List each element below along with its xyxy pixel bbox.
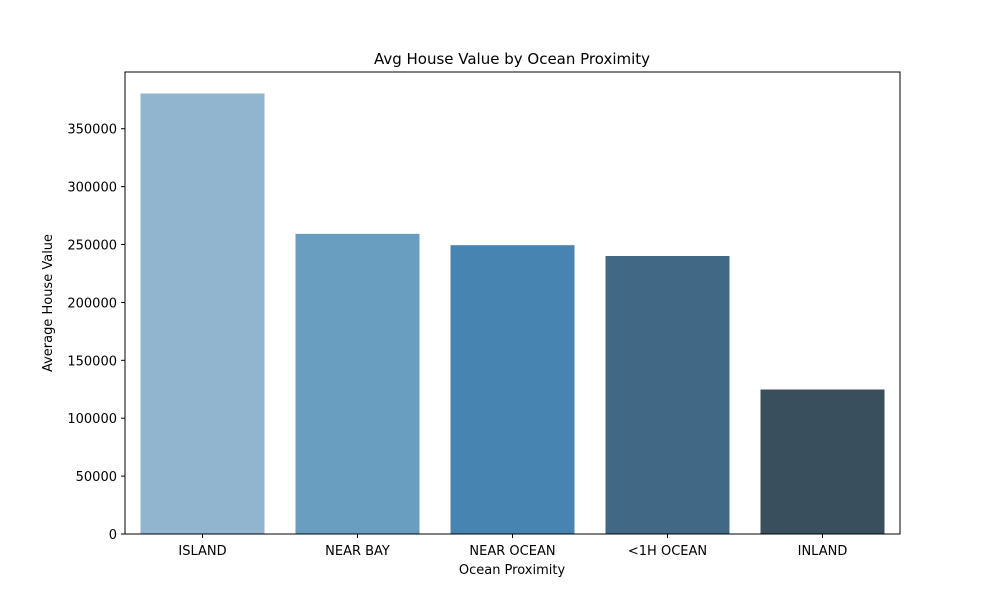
bar-2: [450, 245, 575, 534]
x-tick-label-0: ISLAND: [178, 544, 226, 559]
x-tick-label-4: INLAND: [798, 544, 848, 559]
y-tick-label-4: 200000: [67, 296, 117, 311]
chart-title: Avg House Value by Ocean Proximity: [374, 50, 650, 68]
x-tick-label-3: <1H OCEAN: [628, 544, 707, 559]
bar-3: [605, 256, 730, 534]
bar-4: [760, 389, 885, 534]
y-tick-label-5: 250000: [67, 239, 117, 254]
x-axis: ISLAND NEAR BAY NEAR OCEAN <1H OCEAN INLAND: [178, 534, 847, 559]
bar-1: [295, 233, 420, 534]
y-tick-label-0: 0: [109, 528, 117, 543]
x-tick-label-2: NEAR OCEAN: [469, 544, 555, 559]
y-tick-label-6: 300000: [67, 181, 117, 196]
y-tick-label-3: 150000: [67, 354, 117, 369]
bar-0: [140, 93, 265, 534]
x-tick-label-1: NEAR BAY: [325, 544, 390, 559]
plot-frame: [124, 71, 901, 535]
y-axis: 0 50000 100000 150000 200000 250000 300000 3500…: [67, 123, 125, 543]
y-tick-label-7: 350000: [67, 123, 117, 138]
bars-layer: [140, 93, 885, 534]
y-axis-label: Average House Value: [41, 234, 56, 372]
y-tick-label-1: 50000: [76, 470, 117, 485]
x-axis-label: Ocean Proximity: [459, 563, 566, 578]
y-tick-label-2: 100000: [67, 412, 117, 427]
